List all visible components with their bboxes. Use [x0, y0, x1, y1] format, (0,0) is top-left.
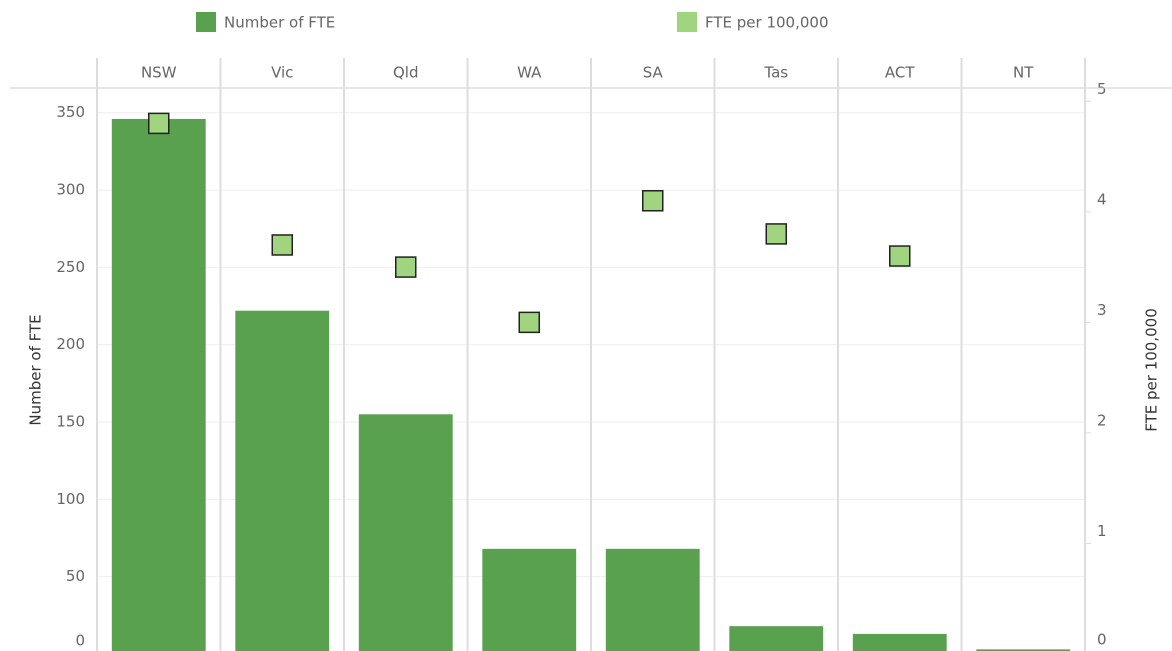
- y-tick-label: 0: [75, 632, 85, 650]
- legend-swatch: [196, 12, 216, 32]
- marker: [395, 256, 417, 278]
- category-label: ACT: [885, 64, 915, 82]
- bar: [852, 633, 947, 651]
- category-label: SA: [643, 64, 664, 82]
- y2-tick-label: 2: [1097, 411, 1107, 429]
- bar: [358, 414, 453, 651]
- category-label: NT: [1013, 64, 1034, 82]
- marker: [271, 234, 293, 256]
- y2-tick-label: 1: [1097, 522, 1107, 540]
- bar: [729, 626, 824, 651]
- category-label: NSW: [141, 64, 177, 82]
- y-tick-label: 200: [56, 335, 85, 353]
- y-axis-title: Number of FTE: [27, 314, 45, 425]
- y-tick-label: 100: [56, 490, 85, 508]
- category-label: Qld: [393, 64, 419, 82]
- y2-axis-title: FTE per 100,000: [1143, 308, 1161, 432]
- category-label: Tas: [763, 64, 788, 82]
- bar: [605, 548, 700, 651]
- marker: [642, 190, 664, 212]
- legend-label: Number of FTE: [224, 14, 335, 32]
- legend-label: FTE per 100,000: [705, 14, 829, 32]
- bar: [976, 649, 1071, 651]
- category-label: WA: [517, 64, 542, 82]
- y2-tick-label: 4: [1097, 190, 1107, 208]
- bar: [111, 118, 206, 651]
- y2-tick-label: 3: [1097, 301, 1107, 319]
- category-label: Vic: [271, 64, 293, 82]
- marker: [889, 245, 911, 267]
- marker: [765, 223, 787, 245]
- bar: [482, 548, 577, 651]
- y2-tick-label: 0: [1097, 631, 1107, 649]
- y-tick-label: 250: [56, 258, 85, 276]
- legend-swatch: [677, 12, 697, 32]
- y-tick-label: 150: [56, 413, 85, 431]
- y2-tick-label: 5: [1097, 80, 1107, 98]
- y-tick-label: 300: [56, 181, 85, 199]
- bar: [235, 310, 330, 651]
- marker: [518, 311, 540, 334]
- y-tick-label: 50: [66, 567, 85, 585]
- marker: [148, 112, 170, 135]
- y-tick-label: 350: [56, 103, 85, 121]
